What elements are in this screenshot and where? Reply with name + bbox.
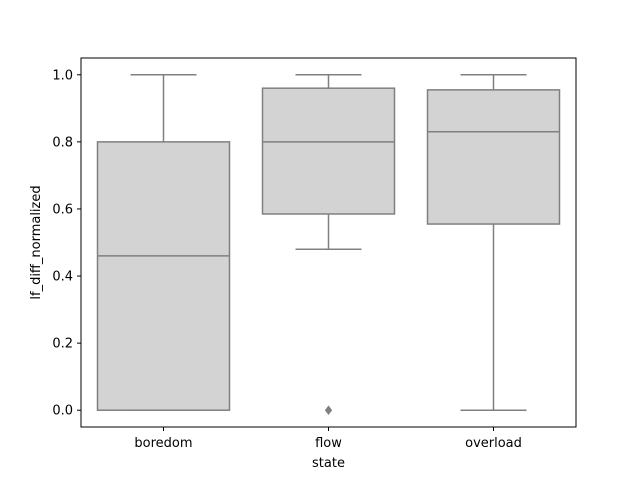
box-iqr	[96, 141, 231, 411]
box-iqr	[261, 87, 396, 215]
x-axis: boredom flow overload	[134, 427, 522, 451]
x-axis-title: state	[312, 456, 345, 471]
x-tick-label: boredom	[134, 436, 192, 451]
box-flow	[261, 74, 396, 250]
y-axis-title: lf_diff_normalized	[29, 185, 44, 299]
y-tick-label: 0.0	[52, 404, 73, 419]
box-boredom	[96, 74, 231, 411]
y-tick-label: 0.2	[52, 337, 73, 352]
outlier-point	[324, 405, 333, 416]
y-tick-label: 0.4	[52, 270, 73, 285]
y-axis: 0.0 0.2 0.4 0.6 0.8 1.0	[52, 68, 81, 419]
y-tick-label: 0.6	[52, 202, 73, 217]
x-tick-label: flow	[315, 436, 342, 451]
y-tick-label: 0.8	[52, 135, 73, 150]
box-iqr	[426, 89, 561, 225]
x-tick-label: overload	[465, 436, 522, 451]
outliers-layer	[324, 405, 333, 416]
boxes-layer	[96, 74, 561, 411]
box-overload	[426, 74, 561, 411]
y-tick-label: 1.0	[52, 68, 73, 83]
